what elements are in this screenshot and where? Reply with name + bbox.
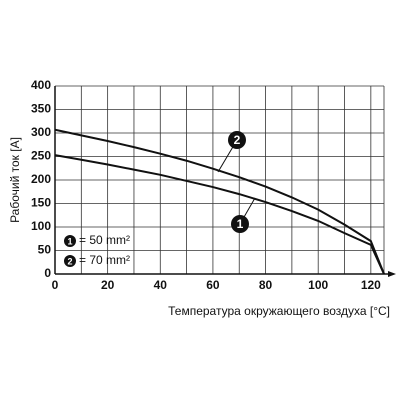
callout-marker [231, 215, 249, 233]
y-tick-label: 0 [44, 266, 51, 280]
callout-label: 1 [237, 217, 244, 231]
callout-marker [228, 131, 246, 149]
y-tick-label: 250 [31, 149, 51, 163]
x-tick-label: 80 [259, 278, 273, 292]
x-tick-label: 20 [101, 278, 115, 292]
y-tick-label: 200 [31, 172, 51, 186]
series-line [54, 128, 385, 275]
legend-number: 1 [67, 236, 72, 246]
y-tick-label: 350 [31, 102, 51, 116]
x-tick-label: 120 [361, 278, 381, 292]
legend-label: = 50 mm² [79, 233, 130, 247]
x-axis-arrow [388, 271, 396, 277]
x-tick-label: 100 [308, 278, 328, 292]
x-tick-label: 40 [154, 278, 168, 292]
legend-label: = 70 mm² [79, 253, 130, 267]
y-tick-label: 150 [31, 196, 51, 210]
x-tick-label: 60 [206, 278, 220, 292]
legend-marker [64, 235, 76, 247]
callout-label: 2 [234, 133, 241, 147]
x-tick-label: 0 [52, 278, 59, 292]
x-axis-label: Температура окружающего воздуха [°C] [168, 304, 390, 318]
legend-number: 2 [67, 256, 72, 266]
y-tick-label: 300 [31, 125, 51, 139]
legend-marker [64, 255, 76, 267]
series-line [54, 154, 385, 275]
y-tick-label: 100 [31, 219, 51, 233]
y-tick-label: 400 [31, 78, 51, 92]
y-axis-label: Рабочий ток [A] [8, 137, 22, 223]
y-tick-label: 50 [38, 243, 52, 257]
